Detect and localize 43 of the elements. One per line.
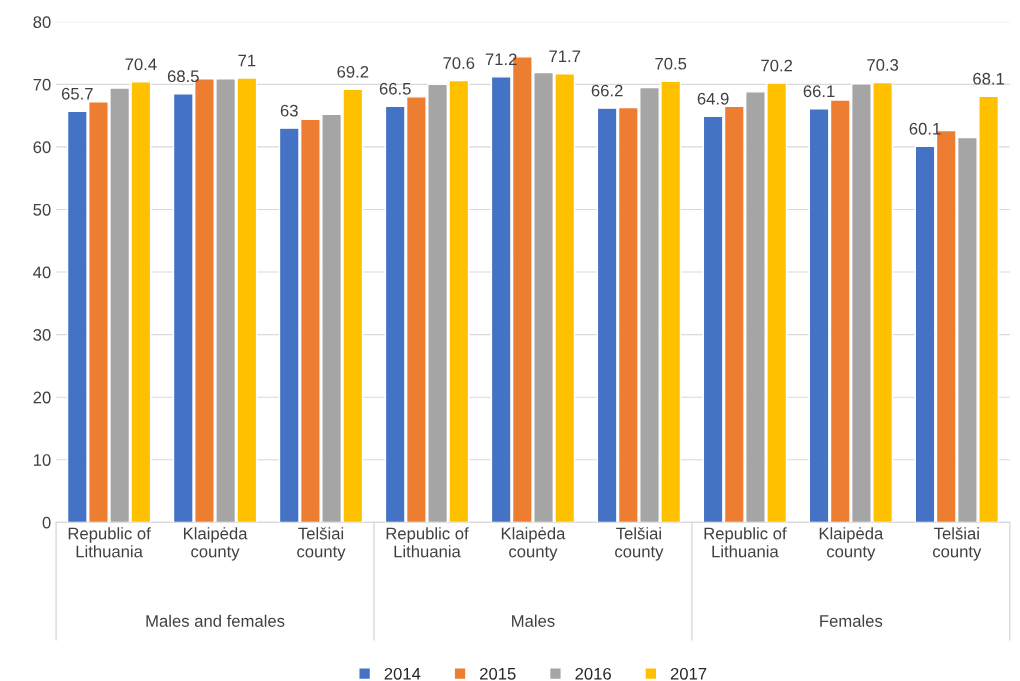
data-label: 70.3 xyxy=(867,59,899,71)
data-label: 68.1 xyxy=(973,72,1005,85)
y-tick-label: 70 xyxy=(33,78,51,91)
text: Males xyxy=(512,614,555,627)
data-label: 60.1 xyxy=(909,122,941,135)
data-label: 68.5 xyxy=(167,70,199,83)
x-tick-label: Klaipėda county xyxy=(819,527,884,561)
data-label: 71.2 xyxy=(485,53,517,66)
x-tick-label: Republic of Lithuania xyxy=(68,527,151,558)
y-tick-label: 30 xyxy=(33,329,51,341)
data-label: 69.2 xyxy=(337,65,369,78)
y-tick-label: 80 xyxy=(33,16,51,28)
legend-label: 2015 xyxy=(480,667,516,680)
legend-label: 2016 xyxy=(575,667,611,680)
x-tick-label: Klaipėda county xyxy=(501,527,566,561)
x-tick-label: Telšiai county xyxy=(932,527,982,561)
data-label: 70.2 xyxy=(761,59,793,72)
y-tick-label: 40 xyxy=(33,266,51,279)
data-label: 66.5 xyxy=(379,82,411,95)
data-label: 71.7 xyxy=(549,50,581,62)
text: Females xyxy=(820,614,883,627)
legend-label: 2014 xyxy=(384,667,421,680)
x-tick-label: Klaipėda county xyxy=(183,527,248,561)
text: Males and females xyxy=(146,614,285,627)
y-tick-label: 50 xyxy=(33,203,51,216)
data-label: 70.6 xyxy=(443,57,475,69)
data-label: 66.1 xyxy=(803,85,835,98)
data-label: 70.4 xyxy=(125,58,157,71)
y-tick-label: 60 xyxy=(33,141,51,154)
data-label: 65.7 xyxy=(61,87,93,100)
data-label: 71 xyxy=(238,54,256,67)
x-tick-label: Republic of Lithuania xyxy=(704,527,787,558)
y-tick-label: 20 xyxy=(33,391,51,404)
data-label: 70.5 xyxy=(655,57,687,70)
legend-label: 2017 xyxy=(670,667,707,680)
data-label: 64.9 xyxy=(697,92,729,105)
x-tick-label: Telšiai county xyxy=(297,527,346,561)
data-label: 63 xyxy=(280,104,298,117)
data-label: 66.2 xyxy=(591,84,623,97)
y-tick-label: 0 xyxy=(42,516,51,529)
x-tick-label: Telšiai county xyxy=(615,527,664,561)
y-tick-label: 10 xyxy=(33,454,51,466)
x-tick-label: Republic of Lithuania xyxy=(386,527,469,558)
